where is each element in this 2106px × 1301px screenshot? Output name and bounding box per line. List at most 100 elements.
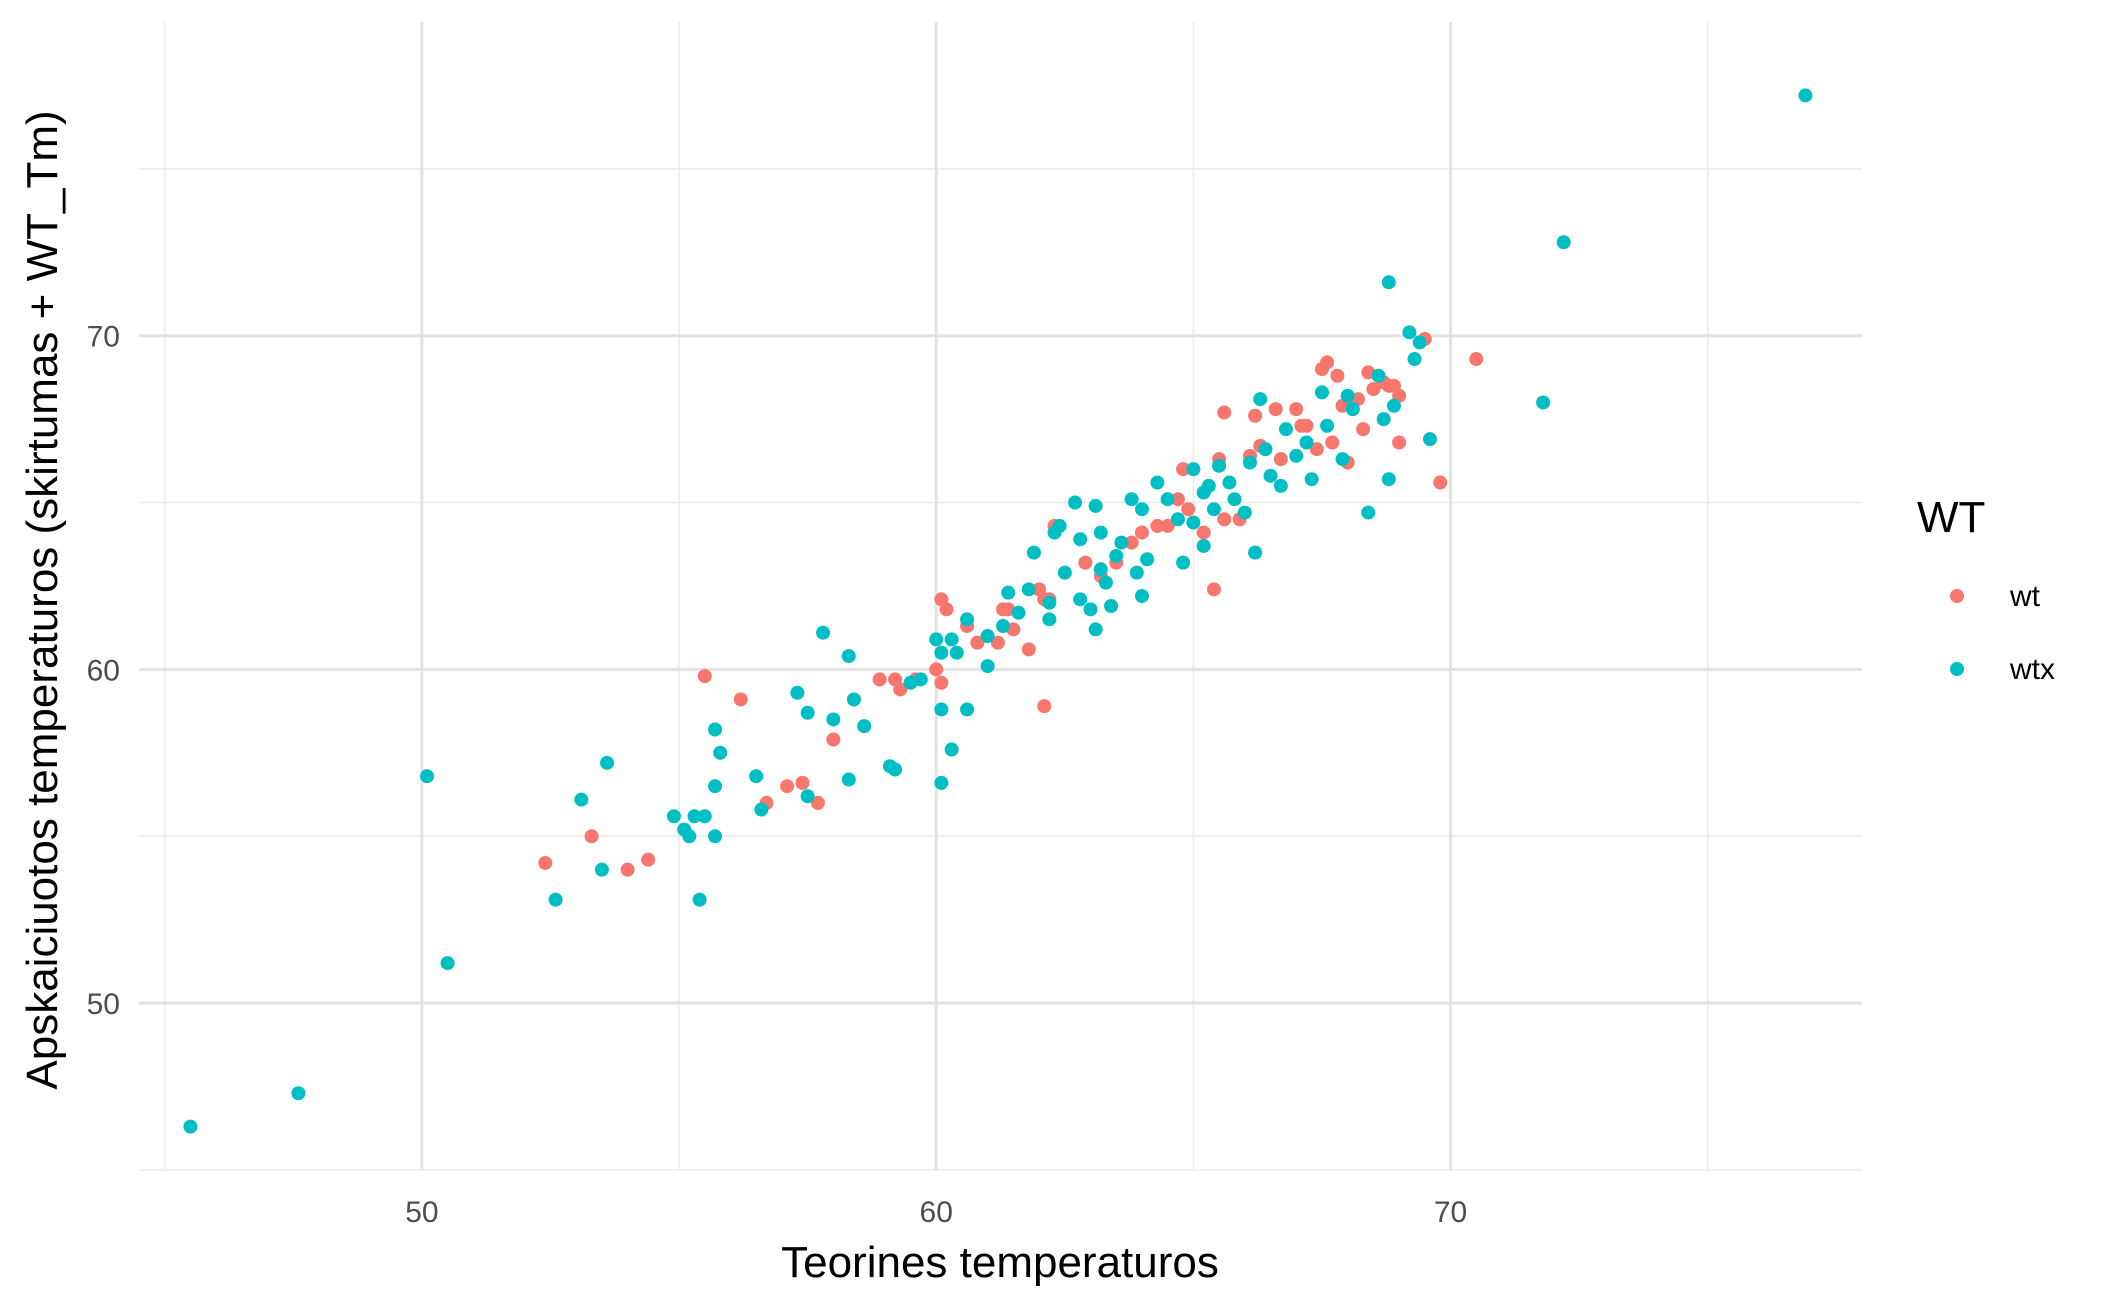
- data-point-wtx: [888, 762, 903, 777]
- data-point-wtx: [600, 755, 615, 770]
- data-point-wtx: [929, 632, 944, 647]
- data-point-wtx: [1248, 545, 1263, 560]
- data-point-wtx: [440, 956, 455, 971]
- data-point-wtx: [1273, 478, 1288, 493]
- data-point-wtx: [857, 719, 872, 734]
- data-point-wtx: [1021, 582, 1036, 597]
- data-point-wt: [1206, 582, 1221, 597]
- data-point-wtx: [1088, 622, 1103, 637]
- data-point-wt: [1392, 435, 1407, 450]
- data-point-wt: [1289, 402, 1304, 417]
- data-point-wtx: [1227, 492, 1242, 507]
- data-point-wtx: [708, 722, 723, 737]
- data-point-wtx: [1381, 472, 1396, 487]
- data-point-wtx: [1104, 599, 1119, 614]
- data-point-wtx: [1124, 492, 1139, 507]
- legend-label-wtx: wtx: [2009, 653, 2055, 686]
- data-point-wtx: [1186, 515, 1201, 530]
- grid-lines: [139, 22, 1862, 1171]
- data-point-wtx: [1073, 532, 1088, 547]
- data-point-wt: [1299, 418, 1314, 433]
- data-point-wtx: [1376, 412, 1391, 427]
- data-point-wtx: [1150, 475, 1165, 490]
- data-point-wtx: [1320, 418, 1335, 433]
- data-point-wtx: [980, 629, 995, 644]
- data-point-wtx: [826, 712, 841, 727]
- data-point-wt: [810, 795, 825, 810]
- data-point-wt: [1176, 462, 1191, 477]
- data-point-wtx: [800, 705, 815, 720]
- data-point-wtx: [1340, 388, 1355, 403]
- data-point-wtx: [291, 1086, 306, 1101]
- data-point-wt: [1433, 475, 1448, 490]
- y-tick-label: 70: [87, 321, 120, 354]
- legend-title: WT: [1917, 493, 1985, 542]
- data-point-wt: [641, 852, 656, 867]
- y-tick-labels: 50 60 70: [87, 321, 120, 1021]
- x-axis-title: Teorines temperaturos: [781, 1238, 1219, 1287]
- data-point-wtx: [682, 829, 697, 844]
- data-point-wtx: [1212, 458, 1227, 473]
- data-point-wtx: [790, 685, 805, 700]
- data-point-wtx: [1556, 235, 1571, 250]
- data-point-wtx: [1386, 398, 1401, 413]
- data-point-wtx: [1335, 452, 1350, 467]
- data-point-wtx: [1042, 612, 1057, 627]
- data-point-wtx: [1083, 602, 1098, 617]
- data-point-wtx: [960, 702, 975, 717]
- data-point-wt: [1160, 518, 1175, 533]
- data-point-wt: [929, 662, 944, 677]
- data-point-wt: [990, 635, 1005, 650]
- data-point-wtx: [816, 625, 831, 640]
- data-point-wt: [538, 855, 553, 870]
- x-tick-label: 50: [405, 1196, 438, 1229]
- data-point-wtx: [1258, 442, 1273, 457]
- data-point-wtx: [548, 892, 563, 907]
- data-point-wt: [1134, 525, 1149, 540]
- x-tick-label: 60: [920, 1196, 953, 1229]
- data-point-wtx: [1052, 518, 1067, 533]
- data-point-wtx: [708, 829, 723, 844]
- data-point-wtx: [1170, 512, 1185, 527]
- data-point-wtx: [1237, 505, 1252, 520]
- data-point-wtx: [1371, 368, 1386, 383]
- data-point-wtx: [420, 769, 435, 784]
- data-point-wtx: [1196, 538, 1211, 553]
- data-point-wt: [1196, 525, 1211, 540]
- data-point-wtx: [1068, 495, 1083, 510]
- data-point-wtx: [846, 692, 861, 707]
- data-point-wtx: [1263, 468, 1278, 483]
- data-point-wtx: [1001, 585, 1016, 600]
- data-point-wtx: [1176, 555, 1191, 570]
- data-point-wtx: [1402, 325, 1417, 340]
- data-point-wt: [1217, 512, 1232, 527]
- data-point-wt: [1150, 518, 1165, 533]
- data-point-wt: [620, 862, 635, 877]
- data-point-wtx: [1088, 498, 1103, 513]
- data-point-wt: [1248, 408, 1263, 423]
- data-point-wtx: [1798, 88, 1813, 103]
- data-point-wtx: [713, 745, 728, 760]
- data-point-wtx: [996, 619, 1011, 634]
- data-point-wtx: [913, 672, 928, 687]
- data-point-wtx: [1098, 575, 1113, 590]
- legend: WT wt wtx: [1917, 493, 2055, 686]
- data-point-wt: [584, 829, 599, 844]
- data-point-wt: [1037, 699, 1052, 714]
- data-point-wt: [826, 732, 841, 747]
- data-point-wtx: [1140, 552, 1155, 567]
- data-point-wt: [1469, 352, 1484, 367]
- x-tick-labels: 50 60 70: [405, 1196, 1467, 1229]
- legend-key-wtx: [1950, 662, 1964, 676]
- data-point-wt: [970, 635, 985, 650]
- data-point-wtx: [1093, 562, 1108, 577]
- data-point-wtx: [1093, 525, 1108, 540]
- data-point-wt: [1356, 422, 1371, 437]
- data-point-wtx: [183, 1119, 198, 1134]
- data-point-wtx: [1242, 455, 1257, 470]
- data-point-wt: [1217, 405, 1232, 420]
- data-point-wt: [1325, 435, 1340, 450]
- data-point-wtx: [1361, 505, 1376, 520]
- data-point-wt: [893, 682, 908, 697]
- data-point-wtx: [1011, 605, 1026, 620]
